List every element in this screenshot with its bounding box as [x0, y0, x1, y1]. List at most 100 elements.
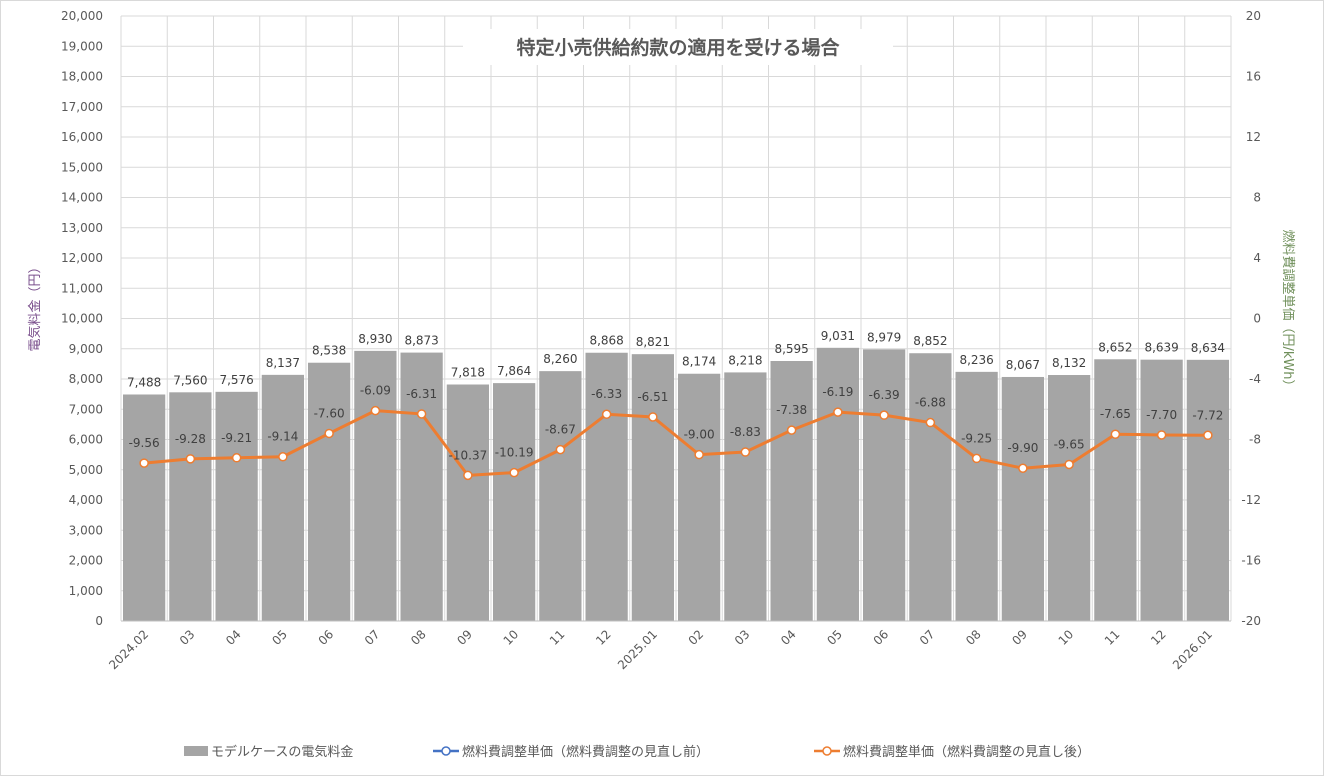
line-data-label: -7.60 [314, 406, 345, 420]
y-left-tick-label: 16,000 [61, 130, 103, 144]
line-data-label: -9.65 [1054, 437, 1085, 451]
y-axis-right-title: 燃料費調整単価（円/kWh） [1280, 229, 1296, 392]
bar [308, 362, 351, 621]
x-tick-label: 07 [362, 627, 383, 648]
y-left-tick-label: 2,000 [69, 554, 103, 568]
bar [724, 372, 767, 621]
title-background [463, 29, 893, 65]
x-tick-label: 05 [269, 627, 290, 648]
line-point [879, 410, 889, 420]
x-tick-label: 04 [778, 627, 799, 648]
legend-marker-before [441, 746, 451, 756]
fuel-adjustment-line [143, 409, 1208, 477]
y-right-tick-label: 0 [1253, 312, 1261, 326]
bar [539, 371, 582, 621]
bar-data-label: 8,639 [1144, 341, 1178, 355]
bar-data-label: 7,488 [127, 375, 161, 389]
bar [585, 352, 628, 621]
bar-data-label: 8,218 [728, 353, 762, 367]
y-right-tick-label: -8 [1249, 433, 1261, 447]
legend-swatch-bar [184, 746, 208, 756]
x-tick-label: 2024.02 [106, 627, 151, 672]
y-right-tick-label: -20 [1241, 614, 1261, 628]
bar [493, 383, 536, 621]
legend-marker-after [822, 746, 832, 756]
line-data-label: -9.14 [267, 430, 298, 444]
legend-label-line-after: 燃料費調整単価（燃料費調整の見直し後） [843, 744, 1090, 760]
x-tick-label: 03 [732, 627, 753, 648]
y-right-tick-label: -4 [1249, 372, 1261, 386]
x-tick-label: 02 [686, 627, 707, 648]
bar-data-label: 7,560 [173, 373, 207, 387]
bar [446, 384, 489, 621]
bar-data-label: 7,864 [497, 364, 531, 378]
bar [955, 371, 998, 621]
bar [678, 373, 721, 621]
bar [400, 352, 443, 621]
bar [909, 353, 952, 621]
x-tick-label: 05 [824, 627, 845, 648]
y-left-tick-label: 18,000 [61, 70, 103, 84]
y-left-tick-label: 15,000 [61, 160, 103, 174]
bar-data-label: 9,031 [821, 329, 855, 343]
bar-data-label: 8,137 [266, 356, 300, 370]
x-tick-label: 09 [454, 627, 475, 648]
line-point [1110, 429, 1121, 439]
bar-data-label: 8,868 [589, 334, 623, 348]
line-data-label: -9.21 [221, 431, 252, 445]
y-left-tick-label: 10,000 [61, 312, 103, 326]
line-point [925, 417, 936, 428]
x-tick-label: 10 [1056, 627, 1077, 648]
line-point [601, 409, 612, 419]
y-right-tick-label: -12 [1241, 493, 1261, 507]
line-data-label: -6.51 [637, 390, 668, 404]
y-left-tick-label: 3,000 [69, 523, 103, 537]
bar-data-label: 8,821 [636, 335, 670, 349]
y-right-tick-label: -16 [1241, 554, 1261, 568]
y-left-tick-label: 14,000 [61, 191, 103, 205]
y-left-tick-label: 12,000 [61, 251, 103, 265]
line-point [370, 405, 381, 416]
line-point [786, 425, 797, 435]
x-tick-label: 10 [501, 627, 522, 648]
y-right-tick-label: 8 [1253, 191, 1261, 205]
line-data-label: -9.28 [175, 432, 206, 446]
line-point [971, 453, 982, 464]
bar [354, 350, 397, 621]
bar [169, 392, 212, 621]
line-data-label: -10.37 [449, 448, 488, 462]
line-point [185, 454, 196, 464]
y-left-tick-label: 8,000 [69, 372, 103, 386]
line-data-label: -6.09 [360, 384, 391, 398]
x-tick-label: 07 [917, 627, 938, 648]
bar [1001, 376, 1044, 621]
x-tick-label: 12 [1148, 627, 1169, 648]
y-right-tick-label: 12 [1246, 130, 1261, 144]
x-tick-label: 2026.01 [1170, 627, 1215, 672]
line-point [1203, 430, 1213, 441]
bar [215, 391, 258, 621]
line-point [555, 444, 566, 455]
chart-title: 特定小売供給約款の適用を受ける場合 [516, 36, 840, 59]
bar [770, 361, 813, 621]
line-data-label: -9.00 [684, 428, 715, 442]
legend: モデルケースの電気料金 燃料費調整単価（燃料費調整の見直し前） 燃料費調整単価（燃料… [184, 744, 1090, 760]
y-axis-left-title: 電気料金（円） [27, 260, 43, 351]
bar [1094, 359, 1137, 621]
line-point [833, 407, 843, 417]
bar-data-label: 8,236 [959, 353, 993, 367]
line-point [231, 453, 242, 463]
line-data-label: -10.19 [495, 446, 534, 460]
line-point [1156, 430, 1167, 440]
bar-data-label: 7,818 [451, 366, 485, 380]
x-tick-label: 06 [316, 627, 337, 648]
x-tick-label: 06 [871, 627, 892, 648]
line-data-label: -7.65 [1100, 407, 1131, 421]
line-data-label: -8.83 [730, 425, 761, 439]
line-data-label: -8.67 [545, 423, 576, 437]
line-data-label: -9.90 [1007, 441, 1038, 455]
x-tick-label: 09 [1009, 627, 1030, 648]
x-tick-label: 11 [1102, 627, 1123, 648]
bar [261, 374, 304, 621]
